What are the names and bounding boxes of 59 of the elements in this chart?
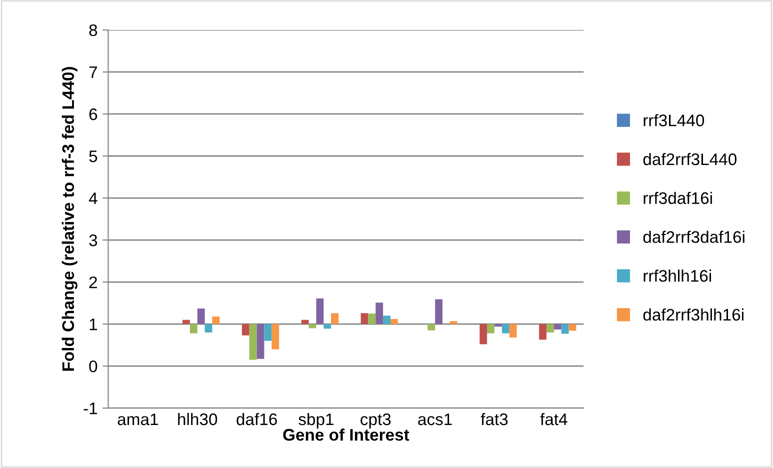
bar <box>308 324 316 328</box>
y-tick-label: 2 <box>89 276 97 288</box>
x-tick-label: hlh30 <box>178 412 218 426</box>
y-tick-label: 0 <box>89 360 98 372</box>
bar <box>360 313 368 324</box>
x-tick-label: daf16 <box>236 412 277 426</box>
y-tick-label: 7 <box>89 66 97 78</box>
bar <box>249 324 257 360</box>
x-axis-title: Gene of Interest <box>283 428 410 441</box>
y-tick-label: 6 <box>89 108 98 120</box>
x-tick-label: fat3 <box>480 412 508 426</box>
bar <box>561 324 569 334</box>
bar <box>435 299 442 324</box>
bar <box>383 316 390 324</box>
legend-label: rrf3daf16i <box>644 192 712 204</box>
bar <box>554 324 562 330</box>
bar <box>539 324 546 340</box>
bar <box>182 320 190 324</box>
bar <box>197 308 205 324</box>
bar <box>487 324 494 334</box>
bar <box>480 324 488 344</box>
bar <box>324 324 332 329</box>
bar <box>376 302 384 324</box>
bar <box>272 324 280 350</box>
bar <box>494 324 502 327</box>
bar <box>204 324 212 332</box>
y-tick-label: 1 <box>90 318 97 330</box>
x-tick-label: sbp1 <box>298 412 334 428</box>
y-tick-label: 5 <box>89 150 98 162</box>
bar <box>316 298 324 324</box>
legend-label: rrf3hlh16i <box>644 270 711 282</box>
x-tick-label: ama1 <box>118 414 158 426</box>
bar <box>502 324 510 334</box>
bar <box>568 324 576 331</box>
bar <box>428 324 436 330</box>
x-tick-label: fat4 <box>540 412 568 426</box>
bar <box>256 324 264 359</box>
y-tick-label: 3 <box>89 234 98 246</box>
bar <box>390 319 398 324</box>
bar <box>242 324 250 336</box>
legend-label: rrf3L440 <box>644 114 704 126</box>
x-tick-label: cpt3 <box>360 413 391 428</box>
y-tick-label: -1 <box>84 402 97 414</box>
bar <box>509 324 517 338</box>
bar <box>331 313 338 324</box>
y-tick-label: 4 <box>88 192 98 204</box>
legend-label: daf2rrf3hlh16i <box>643 308 744 321</box>
bar <box>368 314 376 324</box>
legend-label: daf2rrf3daf16i <box>643 230 744 243</box>
legend-label: daf2rrf3L440 <box>643 152 736 166</box>
x-tick-label: acs1 <box>418 414 452 426</box>
bar <box>450 321 458 324</box>
y-axis-title: Fold Change (relative to rrf-3 fed L440) <box>62 67 78 371</box>
bar <box>301 320 309 324</box>
bar <box>264 324 272 341</box>
bar <box>212 316 220 324</box>
bar <box>190 324 198 334</box>
bar <box>546 324 554 332</box>
y-tick-label: 8 <box>89 24 98 36</box>
